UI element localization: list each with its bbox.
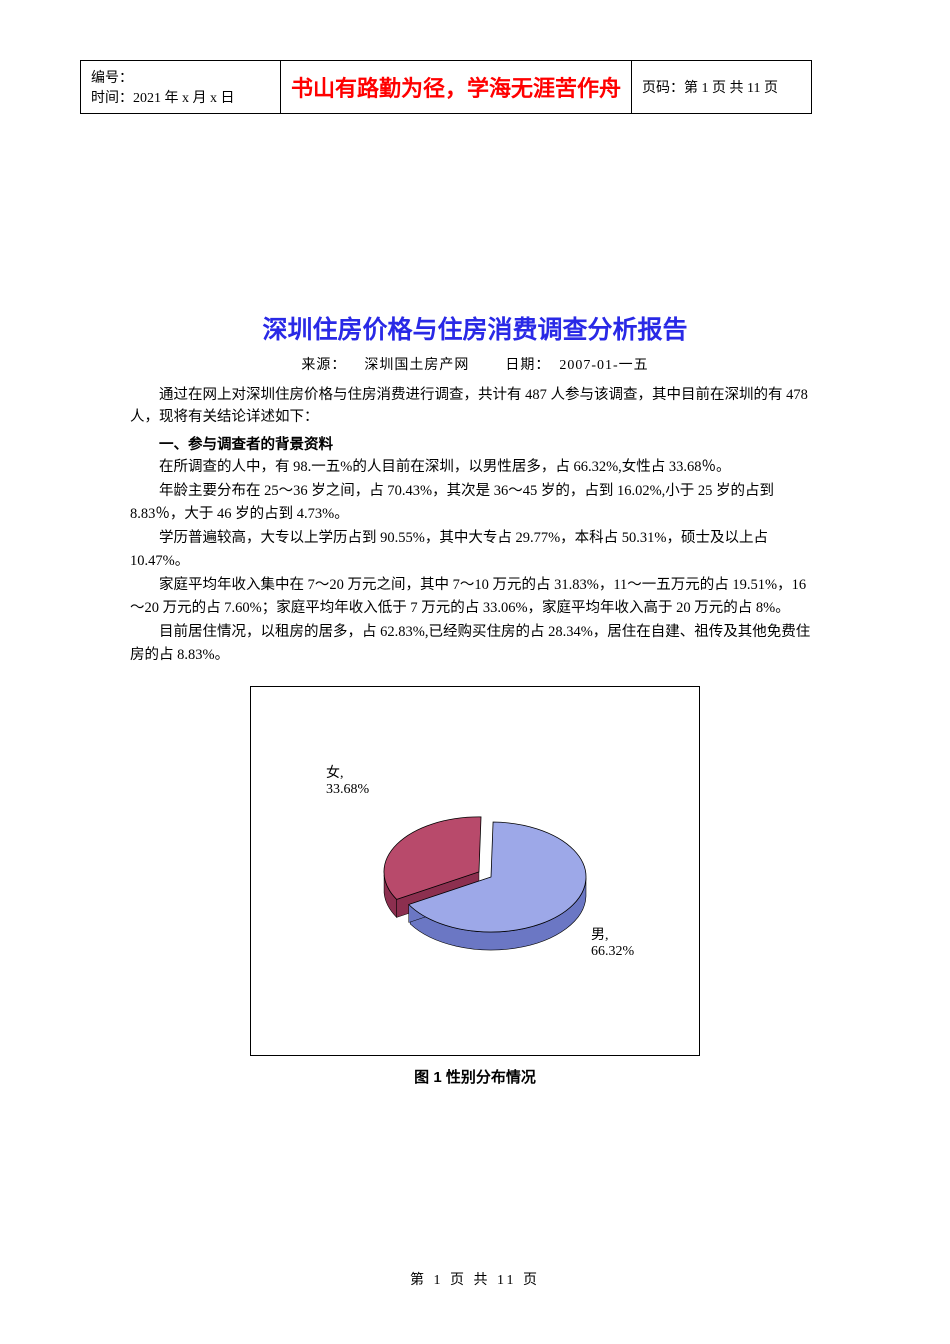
source-value: 深圳国土房产网: [364, 358, 469, 373]
paragraph-3: 学历普遍较高，大专以上学历占到 90.55%，其中大专占 29.77%，本科占 …: [130, 527, 820, 572]
header-number-label: 编号：: [91, 67, 270, 87]
paragraph-2: 年龄主要分布在 25～36 岁之间，占 70.43%，其次是 36～45 岁的，…: [130, 480, 820, 525]
paragraph-5: 目前居住情况，以租房的居多，占 62.83%,已经购买住房的占 28.34%，居…: [130, 621, 820, 666]
pie-wrap: [371, 797, 601, 977]
header-right-cell: 页码：第 1 页 共 11 页: [632, 61, 812, 114]
header-page-label: 页码：第 1 页 共 11 页: [642, 81, 778, 96]
paragraph-4: 家庭平均年收入集中在 7～20 万元之间，其中 7～10 万元的占 31.83%…: [130, 574, 820, 619]
date-label: 日期：: [505, 358, 550, 373]
intro-paragraph: 通过在网上对深圳住房价格与住房消费进行调查，共计有 487 人参与该调查，其中目…: [130, 384, 820, 429]
page-footer: 第 1 页 共 11 页: [0, 1269, 950, 1289]
figure-1-caption: 图 1 性别分布情况: [130, 1066, 820, 1087]
paragraph-1: 在所调查的人中，有 98.一五%的人目前在深圳，以男性居多，占 66.32%,女…: [130, 456, 820, 478]
document-content: 深圳住房价格与住房消费调查分析报告 来源： 深圳国土房产网 日期： 2007-0…: [130, 310, 820, 1087]
male-label-text: 男,: [591, 924, 634, 944]
gender-pie-chart: 女, 33.68% 男, 66.32%: [250, 686, 700, 1056]
female-label-text: 女,: [326, 762, 369, 782]
meta-line: 来源： 深圳国土房产网 日期： 2007-01-一五: [130, 354, 820, 374]
female-value-text: 33.68%: [326, 782, 369, 798]
date-value: 2007-01-一五: [559, 358, 648, 373]
slice-label-male: 男, 66.32%: [591, 924, 634, 960]
slice-label-female: 女, 33.68%: [326, 762, 369, 798]
header-table: 编号： 时间：2021 年 x 月 x 日 书山有路勤为径，学海无涯苦作舟 页码…: [80, 60, 812, 114]
source-label: 来源：: [301, 358, 346, 373]
header-left-cell: 编号： 时间：2021 年 x 月 x 日: [81, 61, 281, 114]
header-motto: 书山有路勤为径，学海无涯苦作舟: [291, 76, 621, 101]
pie-svg: [371, 797, 601, 977]
header-center-cell: 书山有路勤为径，学海无涯苦作舟: [281, 61, 632, 114]
document-title: 深圳住房价格与住房消费调查分析报告: [130, 310, 820, 346]
male-value-text: 66.32%: [591, 944, 634, 960]
section-1-heading: 一、参与调查者的背景资料: [130, 433, 820, 454]
header-time-label: 时间：2021 年 x 月 x 日: [91, 87, 270, 107]
